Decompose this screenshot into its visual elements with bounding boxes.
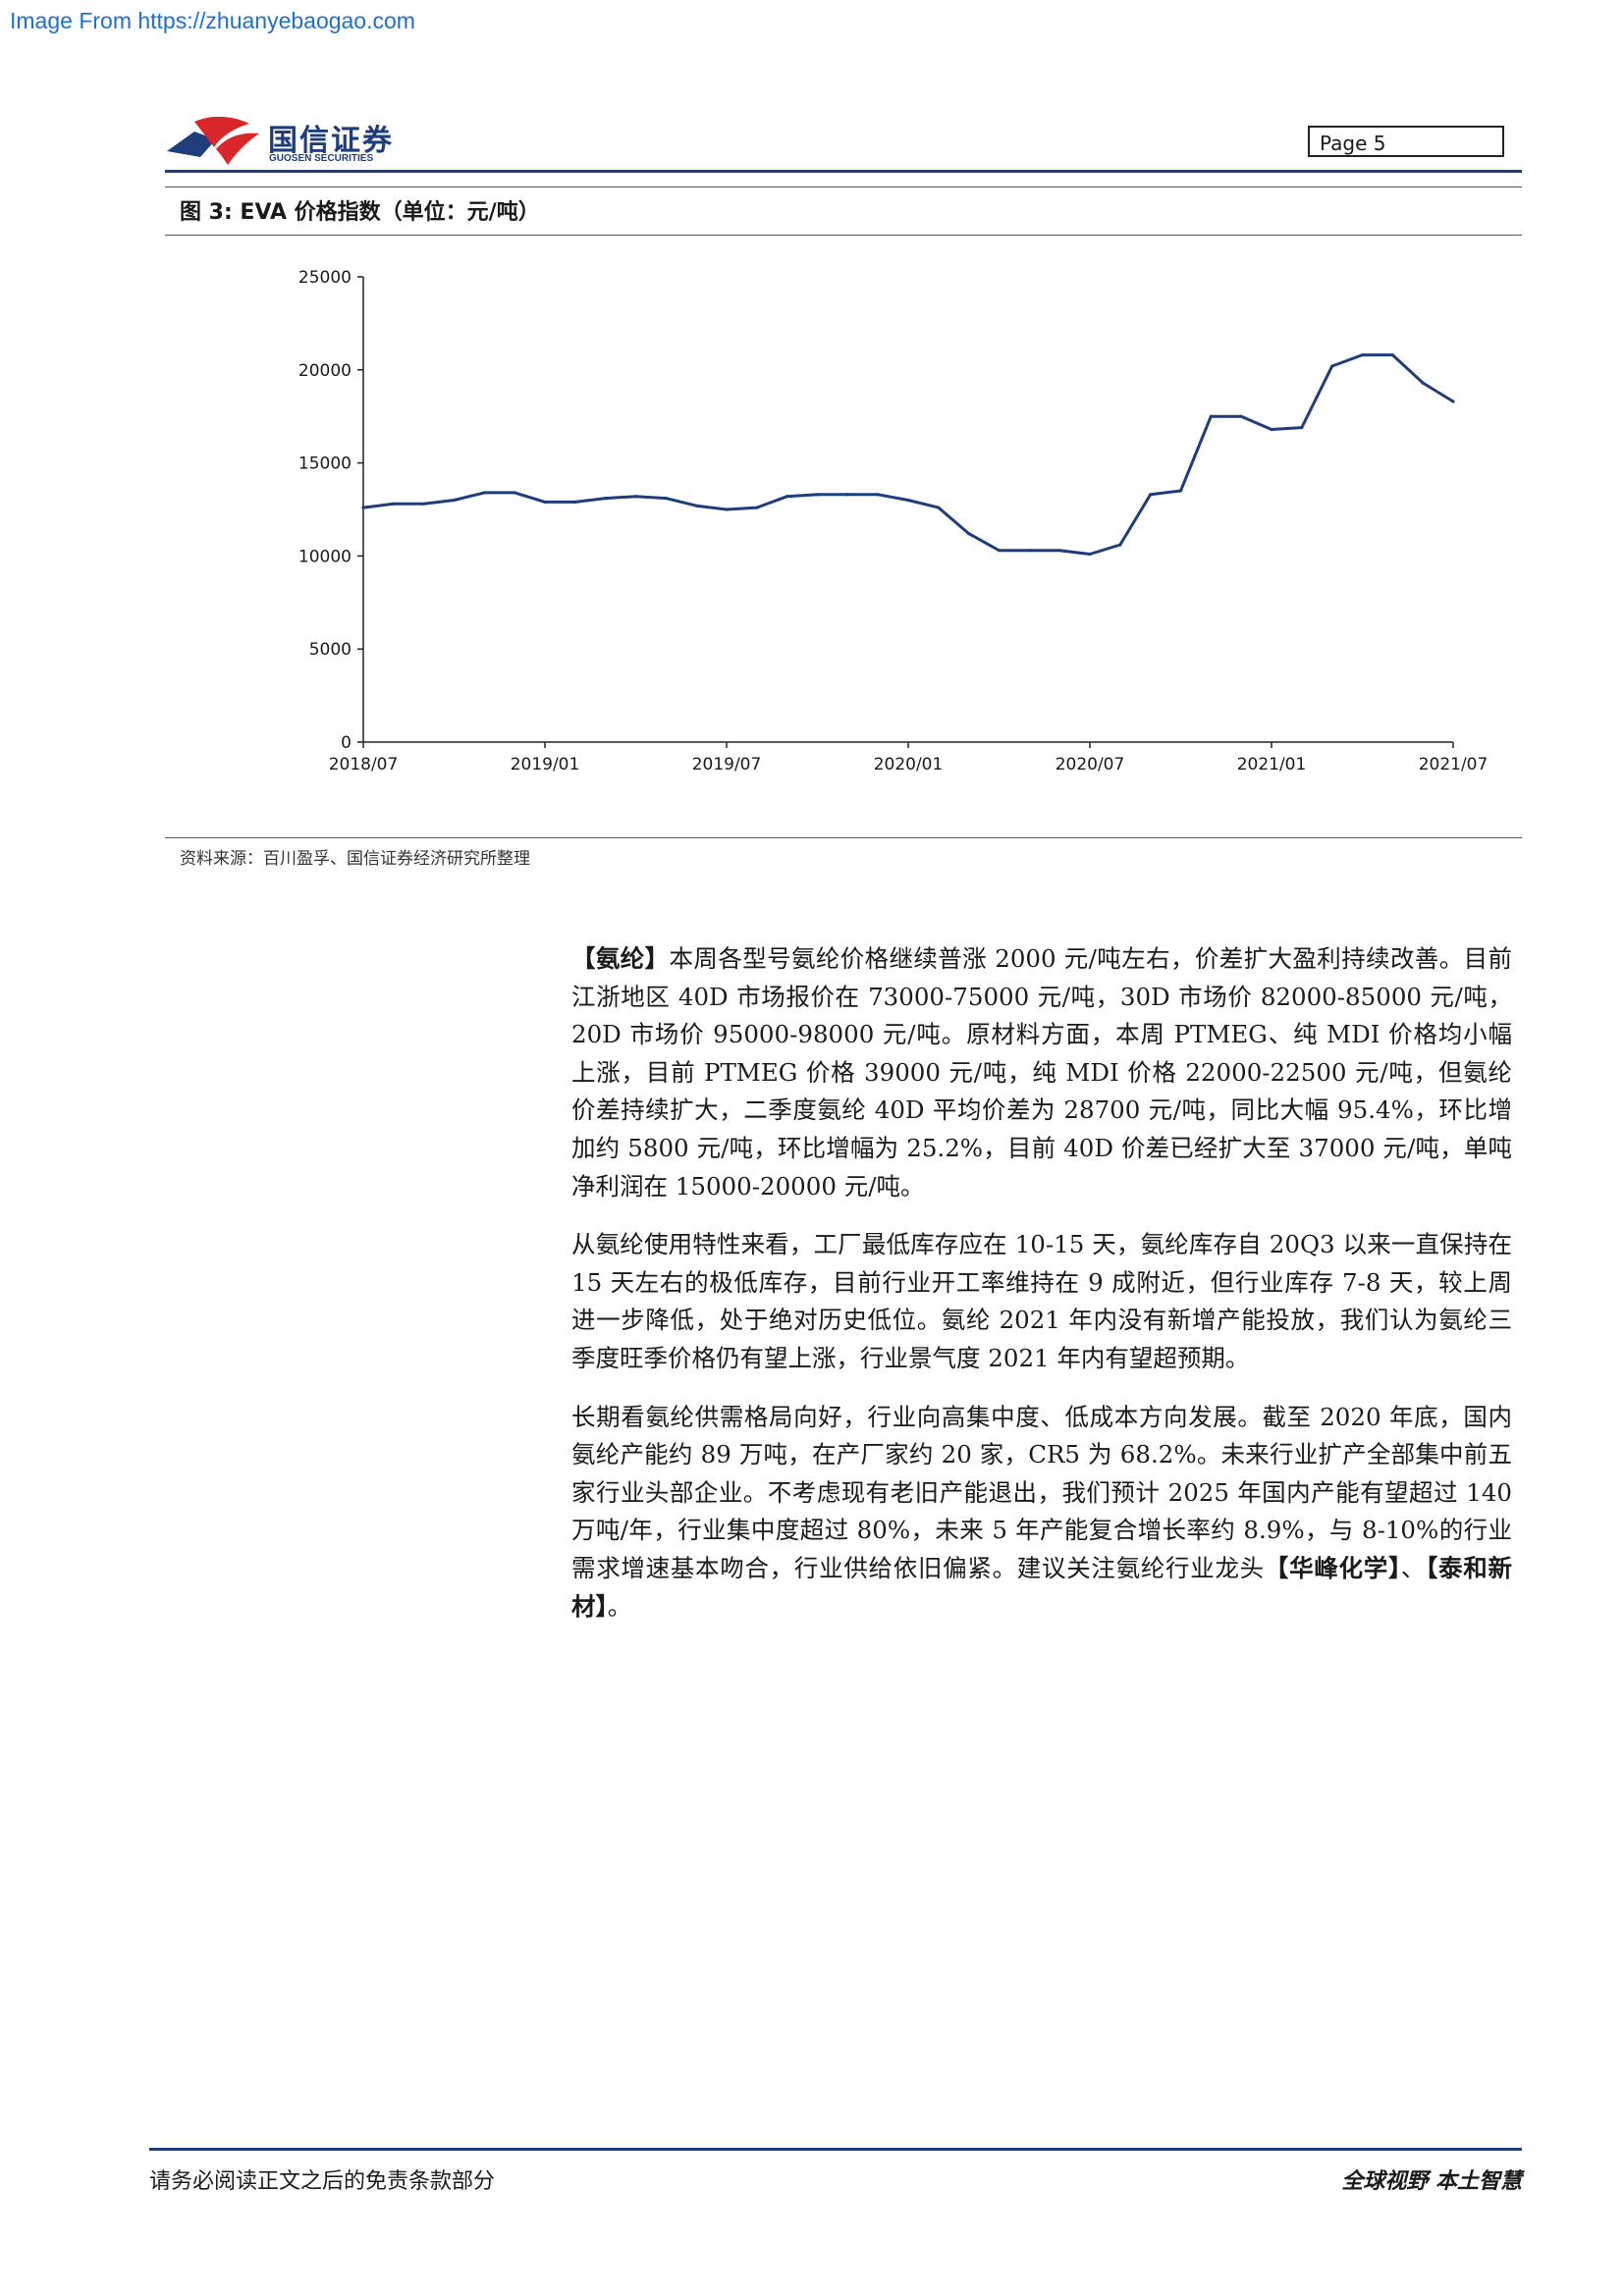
emphasis-text: 【泰和新材】 [571, 1553, 1513, 1621]
watermark-text[interactable]: Image From https://zhuanyebaogao.com [10, 8, 415, 33]
data-point [1390, 353, 1394, 357]
guosen-logo-icon [167, 116, 259, 165]
body-text: 【氨纶】本周各型号氨纶价格继续普涨 2000 元/吨左右，价差扩大盈利持续改善。… [571, 940, 1512, 1646]
data-point [1178, 489, 1183, 493]
logo-cn-text: 国信证券 [268, 124, 394, 158]
page-header: 国信证券 GUOSEN SECURITIES Page 5 [165, 114, 1522, 192]
data-point [422, 502, 426, 506]
data-point [1209, 414, 1213, 418]
y-tick-label: 15000 [298, 454, 352, 474]
header-rule [165, 170, 1522, 173]
paragraph-text: 从氨纶使用特性来看，工厂最低库存应在 10-15 天，氨纶库存自 20Q3 以来… [571, 1230, 1512, 1372]
data-point [633, 495, 638, 499]
data-point [1027, 549, 1031, 553]
x-tick-label: 2021/07 [1419, 755, 1489, 774]
paragraph-text: 本周各型号氨纶价格继续普涨 2000 元/吨左右，价差扩大盈利持续改善。目前江浙… [571, 944, 1512, 1201]
page-number-box: Page 5 [1308, 126, 1504, 157]
y-tick-label: 20000 [298, 361, 352, 381]
x-tick-label: 2021/01 [1237, 755, 1307, 774]
body-paragraph: 【氨纶】本周各型号氨纶价格继续普涨 2000 元/吨左右，价差扩大盈利持续改善。… [571, 940, 1512, 1205]
data-point [725, 507, 729, 511]
figure-title: 图 3: EVA 价格指数（单位：元/吨） [180, 200, 540, 225]
data-point [1088, 552, 1092, 557]
data-point [482, 491, 486, 495]
data-point [361, 506, 365, 509]
data-point [997, 549, 1001, 553]
footer-slogan: 全球视野 本土智慧 [1341, 2168, 1522, 2194]
paragraph-text: 、 [1400, 1553, 1427, 1582]
body-paragraph: 从氨纶使用特性来看，工厂最低库存应在 10-15 天，氨纶库存自 20Q3 以来… [571, 1226, 1512, 1377]
paragraph-text: 长期看氨纶供需格局向好，行业向高集中度、低成本方向发展。截至 2020 年底，国… [571, 1402, 1512, 1582]
x-tick-label: 2019/01 [511, 755, 580, 774]
data-point [513, 491, 516, 495]
source-rule [165, 837, 1522, 838]
data-point [1270, 427, 1273, 432]
y-tick-label: 10000 [298, 547, 352, 566]
y-tick-label: 25000 [298, 268, 352, 288]
paragraph-text: 。 [607, 1591, 632, 1621]
body-paragraph: 长期看氨纶供需格局向好，行业向高集中度、低成本方向发展。截至 2020 年底，国… [571, 1399, 1512, 1627]
y-tick-label: 5000 [309, 640, 352, 660]
figure-title-bottom-rule [165, 235, 1522, 236]
data-point [755, 506, 759, 509]
emphasis-text: 【华峰化学】 [1264, 1553, 1401, 1582]
data-point [1360, 353, 1365, 357]
guosen-logo: 国信证券 GUOSEN SECURITIES [165, 114, 420, 173]
emphasis-text: 【氨纶】 [571, 944, 670, 973]
data-point [1300, 425, 1304, 430]
data-point [967, 532, 971, 536]
data-point [876, 493, 880, 497]
x-tick-label: 2019/07 [692, 755, 762, 774]
data-point [1421, 381, 1425, 385]
data-point [604, 497, 608, 501]
data-point [543, 500, 547, 505]
y-tick-label: 0 [341, 733, 352, 753]
x-tick-label: 2018/07 [329, 755, 399, 774]
figure-source: 资料来源：百川盈孚、国信证券经济研究所整理 [180, 849, 530, 869]
data-point [785, 495, 789, 499]
data-point [392, 502, 396, 506]
data-point [1330, 364, 1334, 368]
series-layer [361, 353, 1455, 557]
data-point [1149, 493, 1153, 497]
data-point [906, 498, 910, 503]
footer-disclaimer: 请务必阅读正文之后的免责条款部分 [149, 2169, 496, 2194]
footer-rule [149, 2148, 1522, 2151]
data-point [573, 500, 577, 505]
data-point [937, 506, 941, 509]
data-point [664, 497, 668, 501]
data-point [1057, 549, 1061, 553]
data-point [1118, 543, 1122, 547]
data-point [694, 504, 698, 507]
series-line [362, 353, 1454, 556]
data-point [845, 493, 849, 497]
data-point [815, 493, 820, 497]
x-tick-label: 2020/07 [1056, 755, 1125, 774]
data-point [1451, 400, 1455, 403]
data-point [1239, 414, 1243, 418]
data-point [452, 498, 457, 503]
x-axis: 2018/07 2019/01 2019/07 2020/01 2020/07 2021/… [329, 741, 1489, 774]
eva-price-chart: 0 5000 10000 15000 20000 25000 2018/07 2019/01… [298, 268, 1489, 774]
x-tick-label: 2020/01 [874, 755, 944, 774]
logo-en-text: GUOSEN SECURITIES [269, 153, 374, 164]
y-axis: 0 5000 10000 15000 20000 25000 [298, 268, 364, 753]
